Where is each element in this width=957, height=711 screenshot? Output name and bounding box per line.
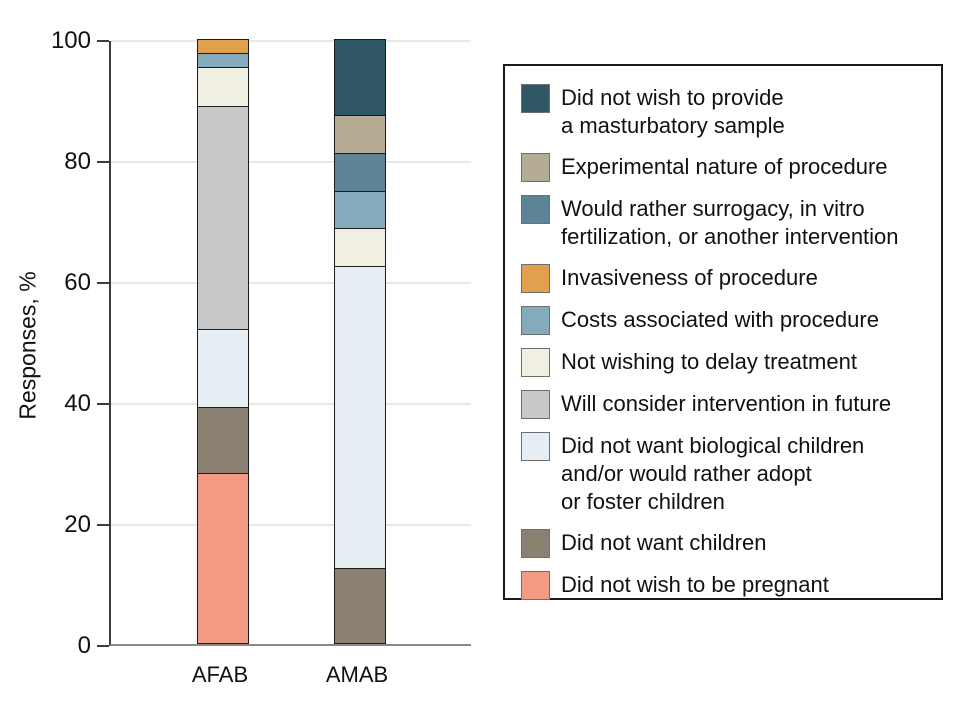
legend-swatch [521, 84, 550, 113]
x-tick-label: AMAB [325, 662, 389, 687]
legend-swatch [521, 195, 550, 224]
bar-segment [335, 228, 385, 267]
legend-label-line: and/or would rather adopt [561, 461, 812, 486]
legend-item-label: Did not wish to be pregnant [561, 571, 829, 600]
legend-item-label: Costs associated with procedure [561, 306, 879, 335]
legend-label-line: Did not wish to provide [561, 85, 784, 110]
legend-item: Did not wish to be pregnant [521, 571, 931, 600]
legend-label-line: Experimental nature of procedure [561, 154, 888, 179]
legend-label-line: a masturbatory sample [561, 113, 785, 138]
y-tick-label: 20 [64, 511, 91, 538]
bar-segment [335, 40, 385, 116]
legend-swatch [521, 529, 550, 558]
y-tick-label: 100 [50, 27, 91, 54]
legend-swatch [521, 153, 550, 182]
gridline [111, 40, 471, 42]
gridline [111, 282, 471, 284]
legend-item: Did not want children [521, 529, 931, 558]
y-axis-tick [97, 161, 109, 163]
bar-segment [198, 53, 248, 67]
legend-label-line: Would rather surrogacy, in vitro [561, 196, 865, 221]
bar-segment [335, 190, 385, 229]
legend-label-line: or foster children [561, 489, 725, 514]
legend-swatch [521, 432, 550, 461]
legend-item: Experimental nature of procedure [521, 153, 931, 182]
legend-label-line: Will consider intervention in future [561, 391, 892, 416]
legend-item: Not wishing to delay treatment [521, 348, 931, 377]
legend-item: Invasiveness of procedure [521, 264, 931, 293]
legend-swatch [521, 390, 550, 419]
legend-label-line: Did not wish to be pregnant [561, 572, 829, 597]
bar-segment [335, 266, 385, 568]
y-axis-tick [97, 645, 109, 647]
plot-area [109, 39, 471, 646]
gridline [111, 161, 471, 163]
legend-swatch [521, 306, 550, 335]
bar-segment [198, 105, 248, 329]
legend-label-line: Invasiveness of procedure [561, 265, 818, 290]
stacked-bar-afab [197, 39, 249, 644]
legend-label-line: Did not want biological children [561, 433, 865, 458]
bar-segment [198, 406, 248, 473]
legend-item-label: Not wishing to delay treatment [561, 348, 857, 377]
legend-item-label: Invasiveness of procedure [561, 264, 818, 293]
gridline [111, 403, 471, 405]
legend-item: Costs associated with procedure [521, 306, 931, 335]
legend-swatch [521, 348, 550, 377]
legend-item-label: Will consider intervention in future [561, 390, 891, 419]
legend-item-label: Did not want children [561, 529, 766, 558]
legend-label-line: fertilization, or another intervention [561, 224, 899, 249]
legend-item: Will consider intervention in future [521, 390, 931, 419]
bar-segment [335, 115, 385, 154]
y-tick-label: 60 [64, 269, 91, 296]
legend-label-line: Not wishing to delay treatment [561, 349, 857, 374]
y-tick-label: 40 [64, 390, 91, 417]
legend-label-line: Did not want children [561, 530, 767, 555]
bar-segment [198, 328, 248, 407]
y-axis-tick [97, 403, 109, 405]
legend-item-label: Did not wish to provide a masturbatory sa… [561, 84, 785, 140]
y-tick-label: 0 [77, 632, 91, 659]
bar-segment [198, 472, 248, 643]
y-axis-tick [97, 40, 109, 42]
legend-item: Would rather surrogacy, in vitro fertiliz… [521, 195, 931, 251]
legend-item-label: Did not want biological children and/or w… [561, 432, 864, 516]
y-axis-tick [97, 282, 109, 284]
bar-segment [198, 40, 248, 54]
legend-item-label: Would rather surrogacy, in vitro fertiliz… [561, 195, 899, 251]
bar-segment [335, 567, 385, 643]
legend-item: Did not want biological children and/or w… [521, 432, 931, 516]
bar-segment [335, 153, 385, 191]
bar-segment [198, 66, 248, 106]
y-tick-label: 80 [64, 148, 91, 175]
y-axis-tick [97, 524, 109, 526]
legend-label-line: Costs associated with procedure [561, 307, 879, 332]
gridline [111, 524, 471, 526]
legend-item: Did not wish to provide a masturbatory sa… [521, 84, 931, 140]
legend: Did not wish to provide a masturbatory sa… [503, 64, 943, 600]
x-tick-label: AFAB [191, 662, 249, 687]
stacked-bar-amab [334, 39, 386, 644]
legend-swatch [521, 264, 550, 293]
legend-item-label: Experimental nature of procedure [561, 153, 888, 182]
legend-swatch [521, 571, 550, 600]
